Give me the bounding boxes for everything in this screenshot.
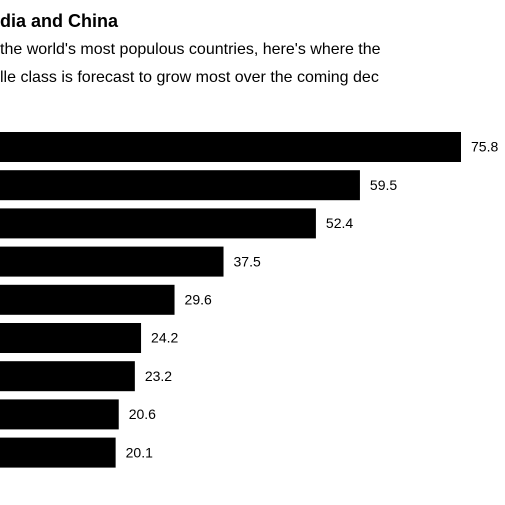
chart-title: dia and China xyxy=(0,11,119,31)
value-label: 23.2 xyxy=(145,368,172,384)
bar xyxy=(0,399,119,430)
bar xyxy=(0,437,116,468)
bar xyxy=(0,208,316,239)
bar xyxy=(0,323,142,353)
value-label: 20.6 xyxy=(129,406,156,422)
bar xyxy=(0,246,224,277)
bar xyxy=(0,361,135,392)
bar xyxy=(0,170,360,201)
chart-subtitle: lle class is forecast to grow most over … xyxy=(0,69,379,86)
bar xyxy=(0,284,175,315)
value-label: 75.8 xyxy=(471,139,498,155)
value-label: 24.2 xyxy=(151,330,178,346)
bar xyxy=(0,132,461,162)
value-label: 52.4 xyxy=(326,215,353,231)
value-label: 37.5 xyxy=(234,253,261,269)
value-label: 59.5 xyxy=(370,177,397,193)
value-label: 20.1 xyxy=(126,444,153,460)
value-label: 29.6 xyxy=(185,292,212,308)
chart-subtitle: the world's most populous countries, her… xyxy=(0,41,381,58)
